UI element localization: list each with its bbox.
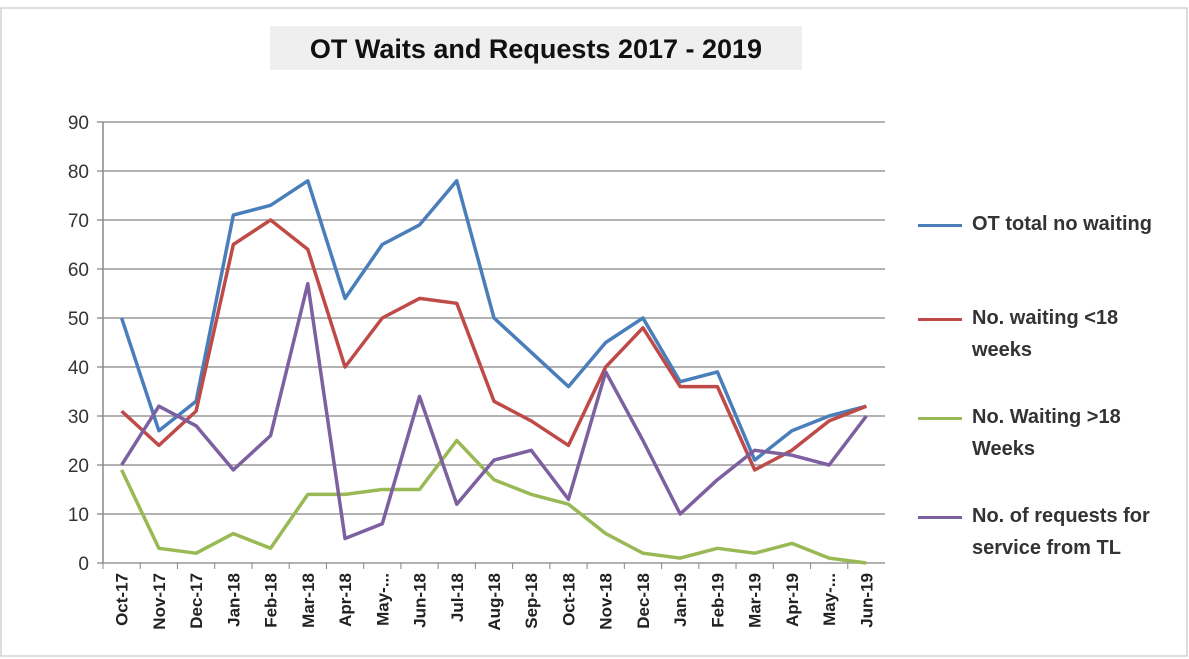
legend-label: No. Waiting >18 Weeks <box>972 406 1121 460</box>
x-tick-label: Dec-18 <box>634 573 653 629</box>
x-tick-label: May-... <box>820 573 839 626</box>
y-tick-label: 80 <box>68 162 89 183</box>
x-tick-label: Apr-18 <box>336 573 355 627</box>
x-tick-label: Dec-17 <box>187 573 206 629</box>
x-tick-label: Jun-19 <box>857 573 876 628</box>
legend-swatch <box>918 516 962 519</box>
x-tick-label: Aug-18 <box>485 573 504 631</box>
y-tick-label: 10 <box>68 505 89 526</box>
legend-item: No. waiting <18 weeks <box>918 306 1168 366</box>
title-box <box>270 26 802 70</box>
series-line <box>120 281 868 541</box>
y-tick-label: 70 <box>68 211 89 232</box>
x-tick-label: Oct-18 <box>559 573 578 626</box>
x-tick-label: Jul-18 <box>448 573 467 622</box>
legend-swatch <box>918 417 962 420</box>
legend-label: No. waiting <18 weeks <box>972 307 1119 361</box>
legend-item: OT total no waiting <box>918 212 1168 240</box>
x-tick-label: Jan-18 <box>224 573 243 627</box>
frame <box>0 7 1188 657</box>
series-line <box>119 179 867 462</box>
x-tick-label: Mar-19 <box>746 573 765 628</box>
legend-label: OT total no waiting <box>972 213 1152 235</box>
y-tick-label: 40 <box>68 358 89 379</box>
x-tick-label: Mar-18 <box>299 573 318 628</box>
chart-title: OT Waits and Requests 2017 - 2019 <box>310 34 762 64</box>
legend-swatch <box>918 224 962 227</box>
legend-item: No. Waiting >18 Weeks <box>918 405 1168 465</box>
x-tick-label: Feb-19 <box>708 573 727 628</box>
x-tick-label: Oct-17 <box>113 573 132 626</box>
x-tick-label: May-... <box>373 573 392 626</box>
y-tick-label: 50 <box>68 309 89 330</box>
x-tick-label: Jun-18 <box>411 573 430 628</box>
y-tick-label: 60 <box>68 260 89 281</box>
x-tick-label: Apr-19 <box>783 573 802 627</box>
series-line <box>120 218 868 472</box>
y-tick-label: 20 <box>68 456 89 477</box>
legend-item: No. of requests for service from TL <box>918 504 1168 564</box>
x-tick-label: Nov-18 <box>597 573 616 630</box>
legend-swatch <box>918 318 962 321</box>
legend-label: No. of requests for service from TL <box>972 505 1150 559</box>
x-tick-label: Feb-18 <box>262 573 281 628</box>
series-line <box>120 438 867 565</box>
y-tick-label: 30 <box>68 407 89 428</box>
y-tick-label: 0 <box>78 554 89 575</box>
y-tick-label: 90 <box>68 113 89 134</box>
x-tick-label: Jan-19 <box>671 573 690 627</box>
x-tick-label: Nov-17 <box>150 573 169 630</box>
x-tick-label: Sep-18 <box>522 573 541 629</box>
